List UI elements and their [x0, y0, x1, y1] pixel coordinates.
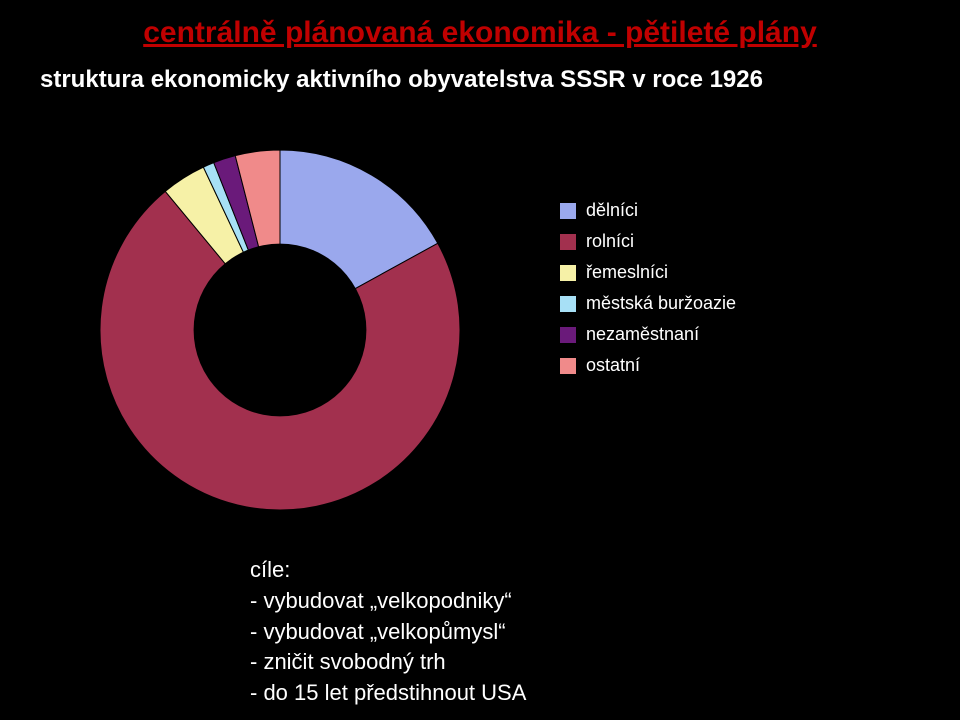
legend-swatch: [560, 265, 576, 281]
legend-label: dělníci: [586, 200, 638, 221]
goal-line: - do 15 let předstihnout USA: [250, 678, 526, 709]
legend-item: řemeslníci: [560, 262, 736, 283]
legend-swatch: [560, 327, 576, 343]
legend-swatch: [560, 358, 576, 374]
legend-label: nezaměstnaní: [586, 324, 699, 345]
pie-chart-svg: [80, 130, 480, 530]
legend-swatch: [560, 296, 576, 312]
legend-swatch: [560, 203, 576, 219]
legend-label: ostatní: [586, 355, 640, 376]
legend-swatch: [560, 234, 576, 250]
slide: centrálně plánovaná ekonomika - pětileté…: [0, 0, 960, 720]
goal-line: - vybudovat „velkopůmysl“: [250, 617, 526, 648]
legend-label: řemeslníci: [586, 262, 668, 283]
legend-item: dělníci: [560, 200, 736, 221]
legend-item: ostatní: [560, 355, 736, 376]
pie-chart: [80, 130, 480, 530]
goals-block: cíle: - vybudovat „velkopodniky“ - vybud…: [250, 555, 526, 709]
legend: dělníci rolníci řemeslníci městská buržoazi…: [560, 190, 736, 386]
page-title: centrálně plánovaná ekonomika - pětileté…: [40, 16, 920, 50]
legend-item: nezaměstnaní: [560, 324, 736, 345]
goal-line: - zničit svobodný trh: [250, 647, 526, 678]
legend-label: městská buržoazie: [586, 293, 736, 314]
legend-item: rolníci: [560, 231, 736, 252]
goal-line: - vybudovat „velkopodniky“: [250, 586, 526, 617]
page-subtitle: struktura ekonomicky aktivního obyvatels…: [40, 66, 920, 94]
legend-label: rolníci: [586, 231, 634, 252]
pie-hole: [194, 244, 367, 417]
legend-item: městská buržoazie: [560, 293, 736, 314]
goals-heading: cíle:: [250, 555, 526, 586]
